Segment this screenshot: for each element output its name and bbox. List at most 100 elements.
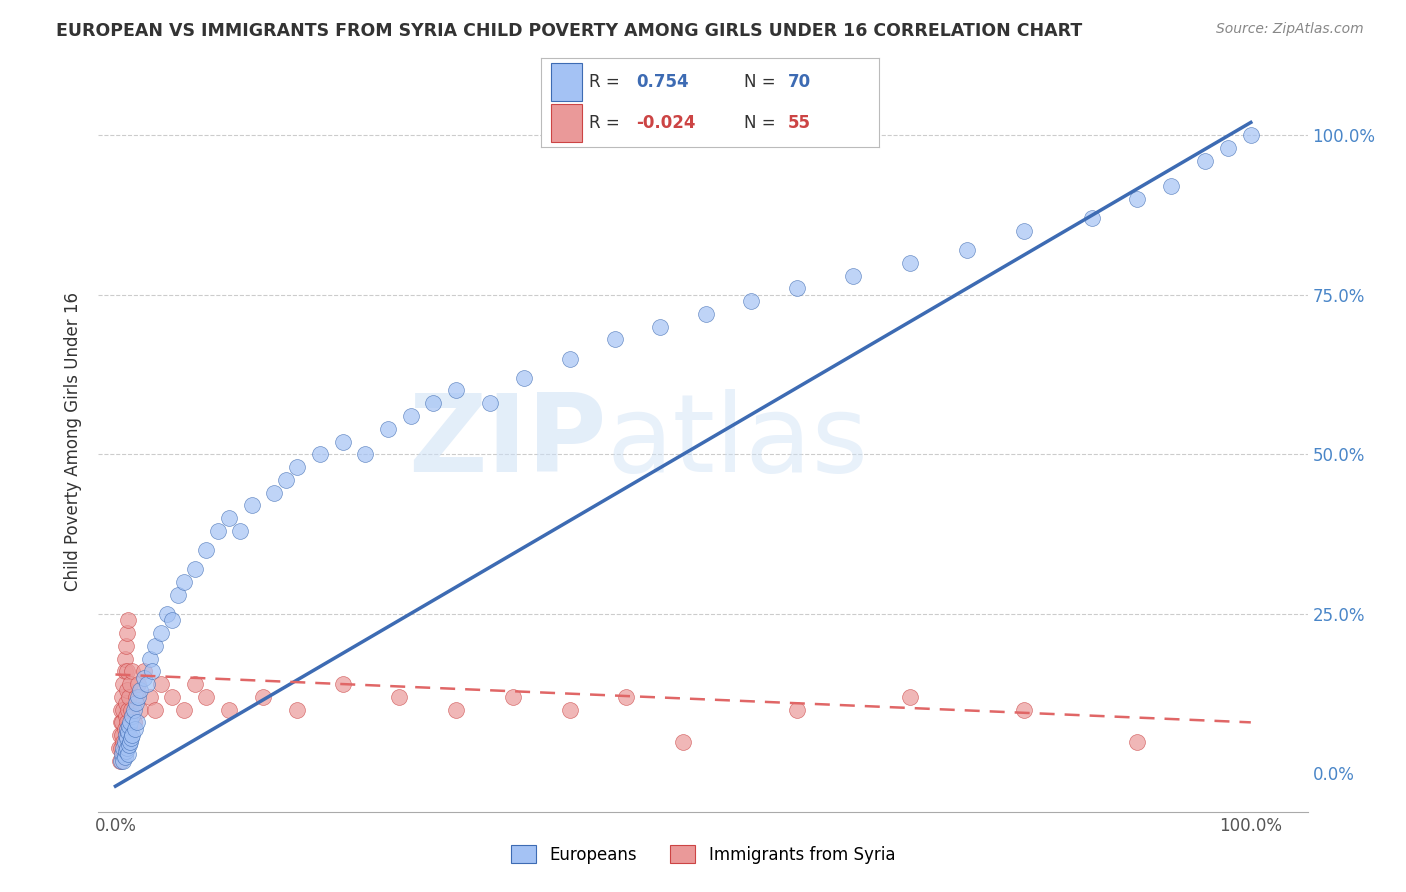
Point	[603, 333, 626, 347]
Point	[173, 574, 195, 589]
Point	[308, 447, 330, 461]
Point	[842, 268, 865, 283]
Point	[218, 703, 240, 717]
Point	[444, 384, 467, 398]
Point	[114, 728, 136, 742]
Text: R =: R =	[589, 73, 624, 91]
Point	[111, 728, 134, 742]
Point	[115, 626, 138, 640]
Point	[558, 351, 581, 366]
Point	[124, 722, 146, 736]
Point	[132, 671, 155, 685]
Point	[114, 696, 136, 710]
Point	[115, 722, 138, 736]
Point	[118, 690, 141, 704]
Point	[115, 715, 138, 730]
Point	[110, 740, 132, 755]
Point	[110, 703, 132, 717]
Point	[956, 243, 979, 257]
Point	[115, 683, 138, 698]
Point	[195, 690, 218, 704]
Point	[112, 734, 135, 748]
Point	[125, 696, 148, 710]
Point	[118, 738, 141, 752]
Point	[132, 665, 155, 679]
Point	[112, 740, 135, 755]
Point	[444, 703, 467, 717]
Point	[117, 725, 139, 739]
Point	[1240, 128, 1263, 143]
Point	[111, 747, 134, 762]
Point	[167, 588, 190, 602]
Point	[229, 524, 252, 538]
Point	[114, 722, 136, 736]
Point	[672, 734, 695, 748]
Text: EUROPEAN VS IMMIGRANTS FROM SYRIA CHILD POVERTY AMONG GIRLS UNDER 16 CORRELATION: EUROPEAN VS IMMIGRANTS FROM SYRIA CHILD …	[56, 22, 1083, 40]
Point	[115, 665, 138, 679]
Point	[263, 485, 285, 500]
Point	[129, 703, 152, 717]
Point	[122, 715, 145, 730]
Point	[399, 409, 422, 423]
Point	[786, 703, 808, 717]
Point	[252, 690, 274, 704]
Point	[155, 607, 177, 621]
Point	[111, 690, 134, 704]
Point	[1194, 153, 1216, 168]
Point	[138, 651, 160, 665]
Point	[122, 703, 145, 717]
Point	[513, 370, 536, 384]
Point	[149, 677, 172, 691]
Point	[112, 703, 135, 717]
Point	[117, 613, 139, 627]
Text: 0.754: 0.754	[636, 73, 689, 91]
Point	[108, 740, 131, 755]
Point	[120, 677, 142, 691]
Point	[184, 677, 207, 691]
Point	[149, 626, 172, 640]
Point	[207, 524, 229, 538]
Point	[114, 750, 136, 764]
Point	[195, 543, 218, 558]
Point	[1081, 211, 1104, 226]
Point	[118, 718, 141, 732]
Point	[127, 677, 149, 691]
Point	[240, 499, 263, 513]
Point	[377, 422, 399, 436]
Point	[332, 434, 354, 449]
Text: 55: 55	[787, 114, 811, 132]
Point	[120, 731, 142, 746]
Point	[114, 651, 136, 665]
Point	[114, 639, 136, 653]
Point	[110, 754, 132, 768]
Point	[117, 747, 139, 762]
Point	[114, 744, 136, 758]
Point	[1160, 179, 1182, 194]
Point	[121, 665, 143, 679]
Point	[138, 690, 160, 704]
Point	[129, 683, 152, 698]
Point	[332, 677, 354, 691]
Point	[108, 754, 131, 768]
Point	[695, 307, 717, 321]
Point	[354, 447, 377, 461]
Point	[115, 731, 138, 746]
Point	[121, 728, 143, 742]
Text: atlas: atlas	[606, 389, 869, 494]
Point	[173, 703, 195, 717]
Text: N =: N =	[744, 114, 780, 132]
Point	[114, 665, 136, 679]
Y-axis label: Child Poverty Among Girls Under 16: Child Poverty Among Girls Under 16	[65, 292, 83, 591]
Point	[110, 715, 132, 730]
Point	[502, 690, 524, 704]
Point	[786, 281, 808, 295]
Point	[184, 562, 207, 576]
Text: -0.024: -0.024	[636, 114, 696, 132]
Text: R =: R =	[589, 114, 624, 132]
Point	[388, 690, 411, 704]
Legend: Europeans, Immigrants from Syria: Europeans, Immigrants from Syria	[505, 838, 901, 871]
Point	[740, 294, 762, 309]
Point	[650, 319, 672, 334]
Point	[125, 715, 148, 730]
Point	[558, 703, 581, 717]
